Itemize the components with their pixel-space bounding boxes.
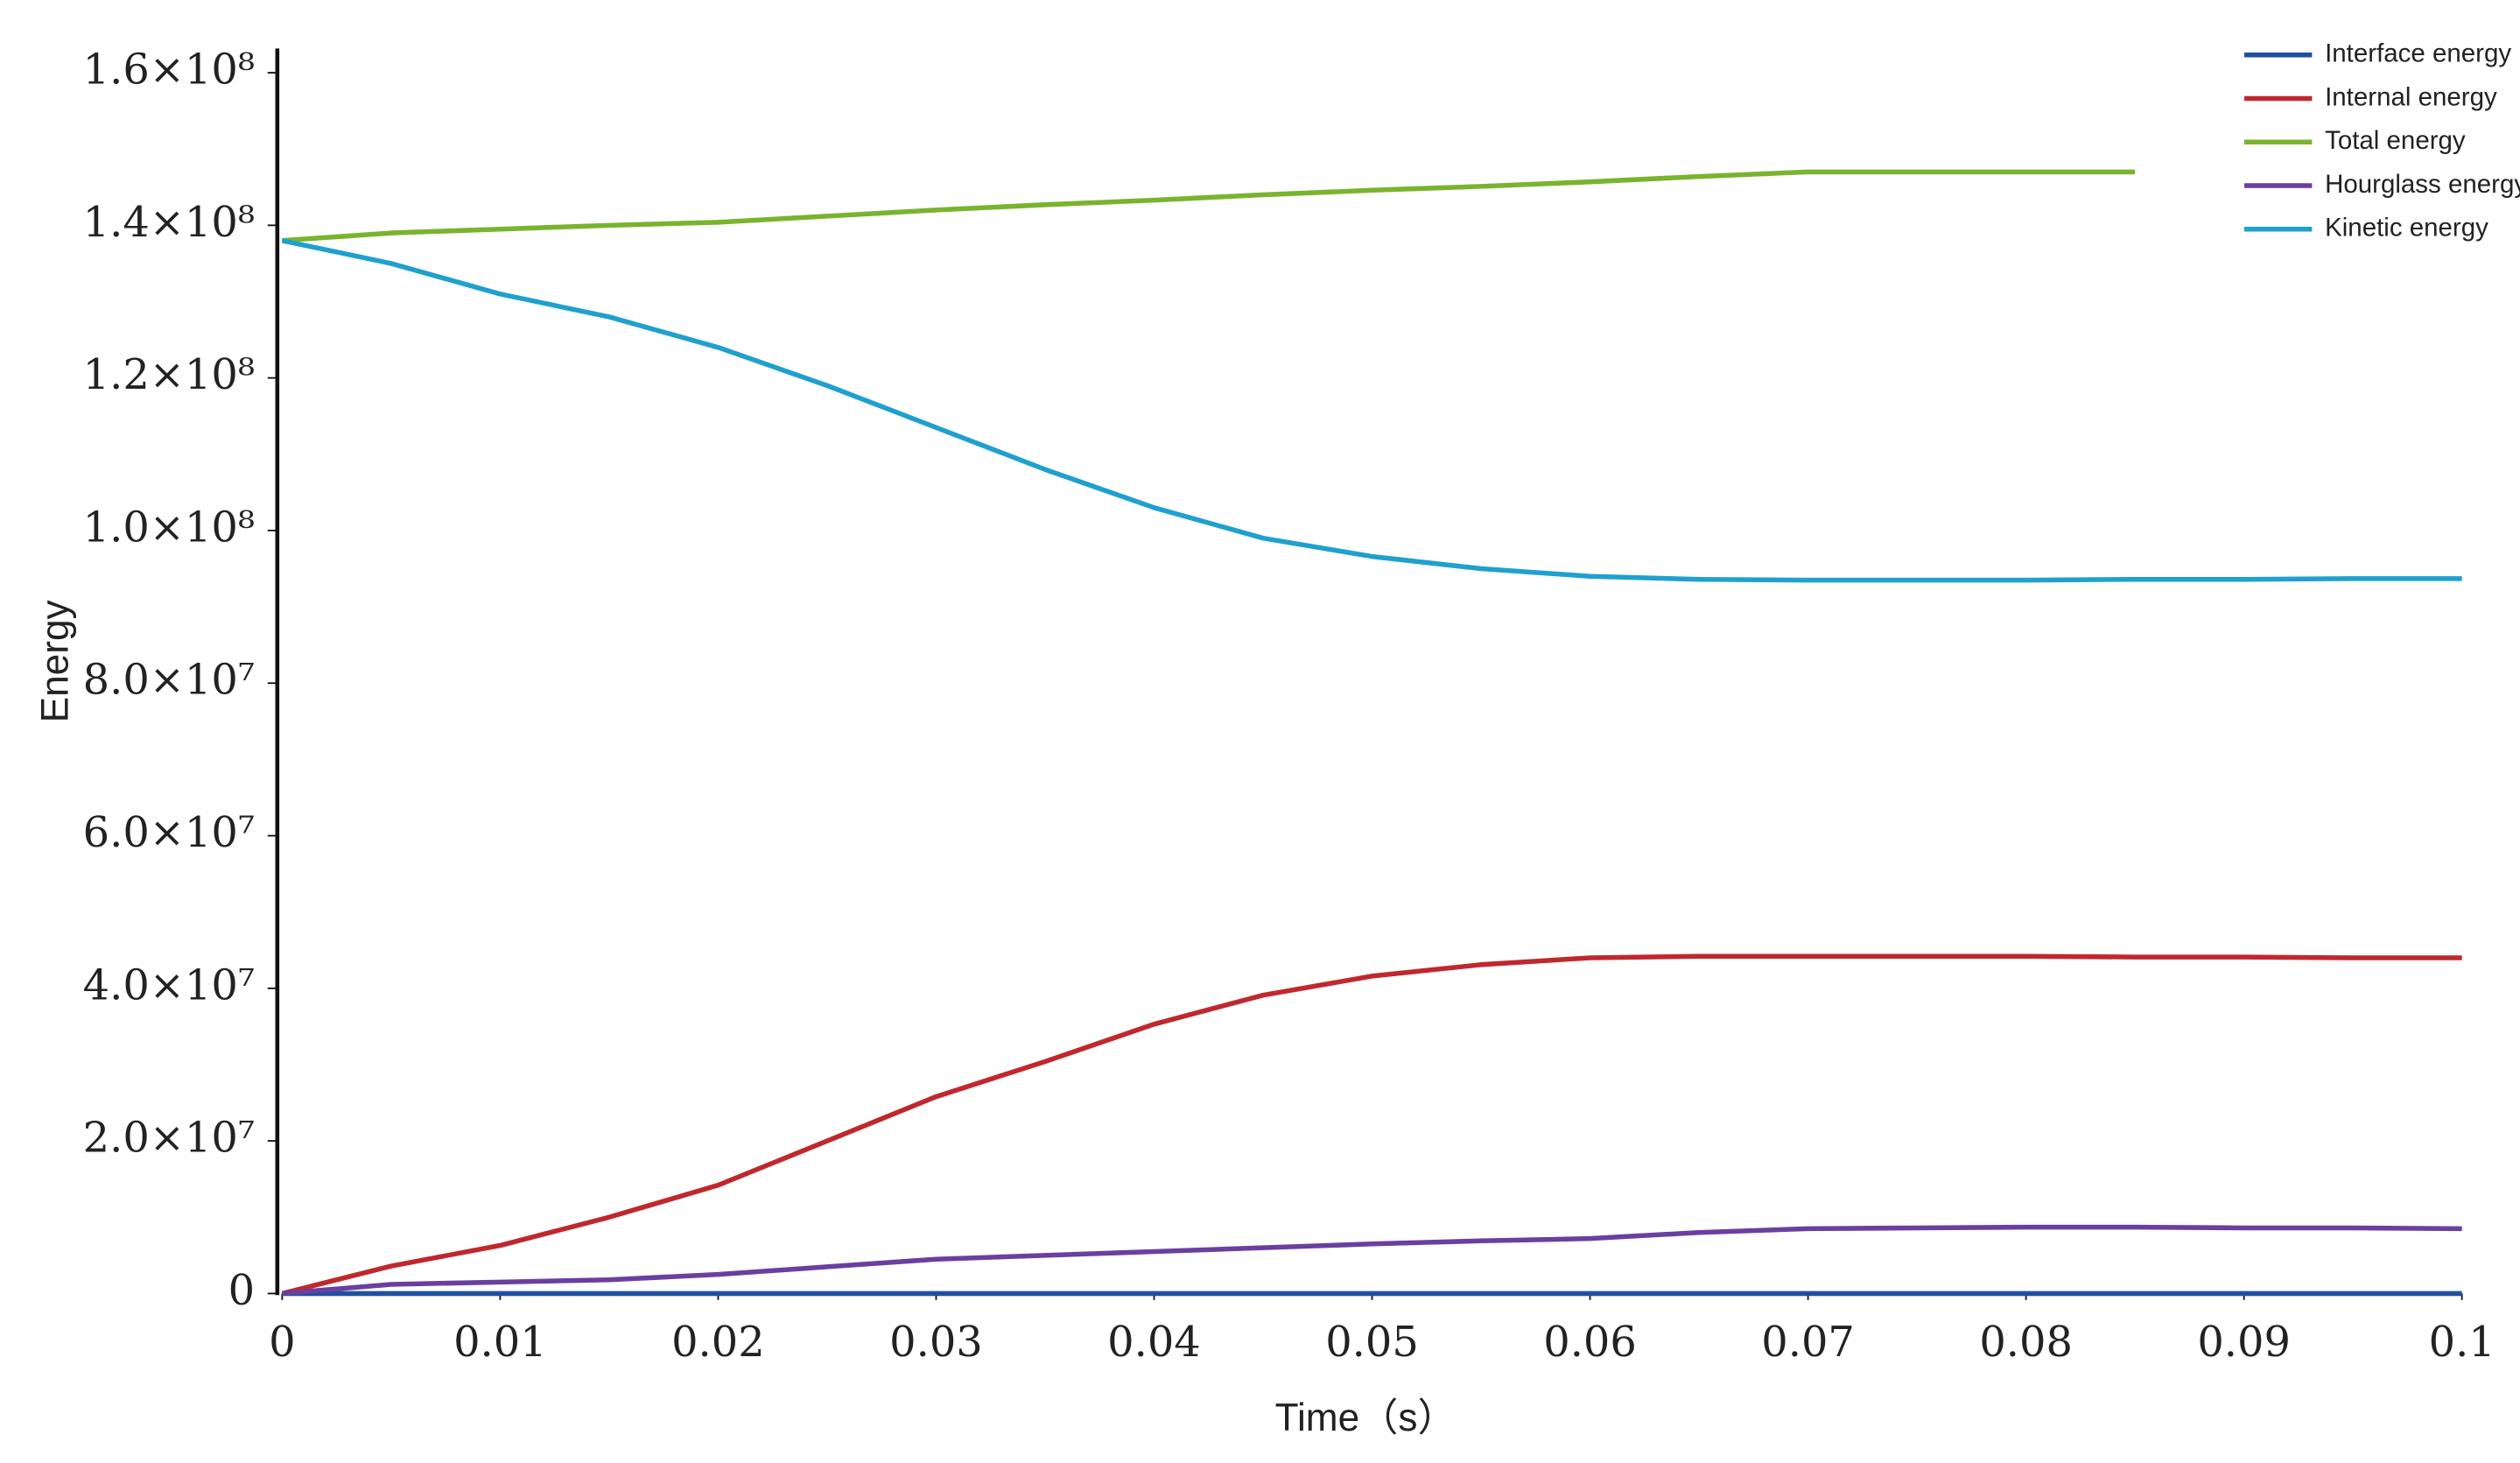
series-line [281,238,2462,583]
legend-label: Kinetic energy [2325,214,2488,243]
y-tick-label: 1.4×10⁸ [83,199,255,247]
x-tick-label: 0.1 [2429,1319,2495,1367]
y-tick-label: 8.0×10⁷ [83,657,255,705]
x-axis-label: Time（s） [1275,1396,1457,1439]
series-line [282,169,2136,243]
x-tick-label: 0.06 [1543,1319,1637,1367]
legend-label: Interface energy [2325,39,2511,68]
y-tick-label: 2.0×10⁷ [83,1115,255,1163]
x-tick-label: 0.02 [671,1319,765,1367]
y-tick-label: 1.6×10⁸ [83,46,255,95]
y-tick-label: 0 [228,1267,255,1315]
x-tick-label: 0.01 [453,1319,547,1367]
x-tick-label: 0.08 [1979,1319,2073,1367]
x-tick-label: 0.09 [2197,1319,2291,1367]
y-tick-label: 1.0×10⁸ [83,503,255,552]
series-line [281,953,2462,1297]
legend-label: Hourglass energy [2325,170,2520,199]
x-tick-label: 0.03 [889,1319,983,1367]
series-line [282,1224,2462,1297]
x-tick-label: 0 [269,1319,295,1367]
y-tick-label: 6.0×10⁷ [83,809,255,857]
y-tick-label: 4.0×10⁷ [83,961,255,1009]
y-tick-label: 1.2×10⁸ [83,351,255,399]
x-tick-label: 0.04 [1107,1319,1201,1367]
legend-label: Total energy [2325,126,2466,155]
legend-label: Internal energy [2325,82,2497,111]
x-tick-label: 0.07 [1761,1319,1855,1367]
x-tick-label: 0.05 [1325,1319,1419,1367]
y-axis-label: Energy [33,600,76,722]
